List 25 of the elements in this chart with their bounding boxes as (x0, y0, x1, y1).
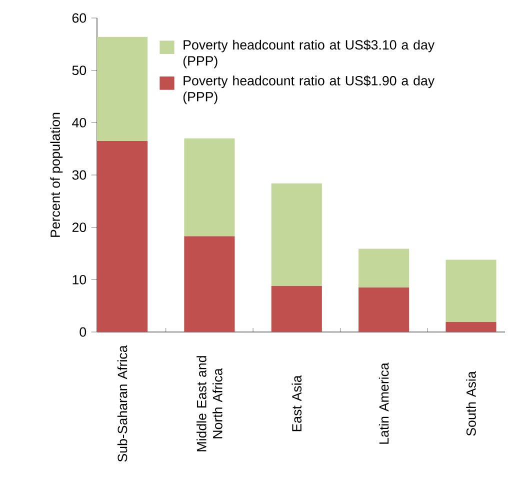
bar (271, 286, 322, 332)
bar (184, 138, 235, 236)
y-tick-label: 0 (80, 327, 86, 337)
legend-label: Poverty headcount ratio at US$3.10 a day (PPP) (183, 40, 435, 68)
bar (271, 183, 322, 286)
legend-label: Poverty headcount ratio at US$1.90 a day (PPP) (183, 75, 435, 104)
y-axis-title: Percent of population (50, 112, 63, 237)
x-tick-label: Sub-Saharan Africa (117, 345, 128, 462)
y-tick-label: 30 (72, 170, 86, 180)
bar (446, 322, 496, 332)
bar (358, 288, 410, 332)
y-tick-label: 10 (72, 274, 86, 284)
bar (184, 236, 235, 332)
y-tick-label: 40 (72, 118, 86, 128)
y-tick-label: 60 (72, 13, 86, 23)
bar (97, 36, 148, 141)
x-tick-label: South Asia (466, 371, 476, 436)
bar (97, 140, 148, 332)
y-tick-label: 50 (72, 66, 86, 76)
bar (446, 260, 496, 322)
x-tick-label: East Asia (292, 375, 302, 432)
y-tick-label: 20 (72, 222, 86, 232)
x-tick-label: Latin America (378, 362, 389, 444)
x-tick-label: Middle East and North Africa (196, 356, 222, 452)
bar (358, 248, 410, 288)
